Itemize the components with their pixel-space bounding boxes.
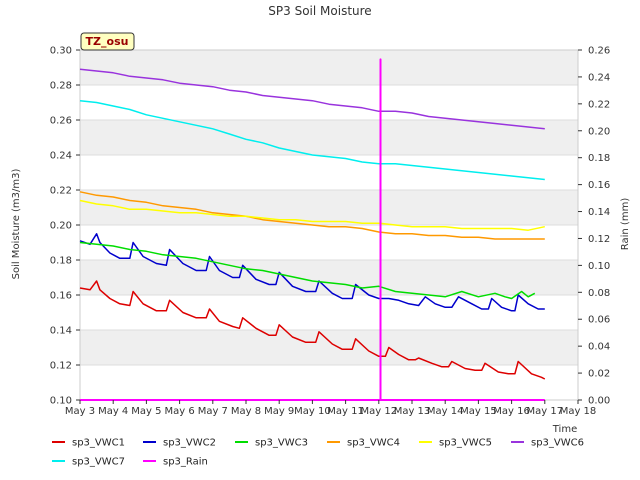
x-axis-label: Time xyxy=(552,424,577,435)
series-line-sp3-vwc5 xyxy=(79,199,545,231)
y2-tick-label: 0.16 xyxy=(588,180,610,191)
y2-tick-label: 0.04 xyxy=(588,342,610,353)
site-badge: TZ_osu xyxy=(80,32,135,51)
y2-tick-label: 0.10 xyxy=(588,261,610,272)
axes-layer: May 3 May 4 May 5 May 6 May 7 May 8 May 9 May 1… xyxy=(50,46,611,418)
x-tick-label: May 9 xyxy=(264,406,294,417)
y2-axis-label: Rain (mm) xyxy=(620,198,631,251)
y-tick-label: 0.18 xyxy=(50,256,72,267)
y-tick-label: 0.14 xyxy=(50,326,72,337)
y-axis-label: Soil Moisture (m3/m3) xyxy=(11,169,22,280)
y2-tick-label: 0.08 xyxy=(588,288,610,299)
legend-label: sp3_VWC2 xyxy=(163,438,216,449)
x-tick-label: May 16 xyxy=(493,406,530,417)
x-tick-label: May 6 xyxy=(164,406,194,417)
y2-tick-label: 0.20 xyxy=(588,126,610,137)
legend-label: sp3_VWC5 xyxy=(439,438,492,449)
y2-tick-label: 0.12 xyxy=(588,234,610,245)
grid-band xyxy=(80,155,578,190)
y-tick-label: 0.12 xyxy=(50,361,72,372)
y2-tick-label: 0.02 xyxy=(588,369,610,380)
y2-tick-label: 0.24 xyxy=(588,72,610,83)
x-tick-label: May 4 xyxy=(98,406,128,417)
grid-band xyxy=(80,85,578,120)
y2-tick-label: 0.00 xyxy=(588,396,610,407)
y-tick-label: 0.30 xyxy=(50,46,72,57)
x-tick-label: May 11 xyxy=(327,406,364,417)
x-tick-label: May 7 xyxy=(198,406,228,417)
grid-band xyxy=(80,295,578,330)
grid-band xyxy=(80,50,578,85)
legend: sp3_VWC1 sp3_VWC2 sp3_VWC3 sp3_VWC4 sp3_VWC5… xyxy=(52,438,584,468)
x-tick-label: May 3 xyxy=(65,406,95,417)
series-layer xyxy=(79,58,546,401)
x-tick-label: May 5 xyxy=(131,406,161,417)
y2-tick-label: 0.14 xyxy=(588,207,610,218)
y-tick-label: 0.22 xyxy=(50,186,72,197)
y-tick-label: 0.28 xyxy=(50,81,72,92)
x-tick-label: May 13 xyxy=(394,406,431,417)
series-line-sp3-vwc3 xyxy=(79,241,536,300)
legend-label: sp3_VWC6 xyxy=(531,438,584,449)
grid-band xyxy=(80,190,578,225)
series-line-sp3-rain xyxy=(80,58,545,401)
legend-label: sp3_VWC3 xyxy=(255,438,308,449)
legend-label: sp3_VWC7 xyxy=(72,457,125,468)
x-tick-label: May 17 xyxy=(527,406,564,417)
series-line-sp3-vwc1 xyxy=(79,280,546,380)
y2-tick-label: 0.18 xyxy=(588,153,610,164)
grid-band xyxy=(80,225,578,260)
site-badge-box xyxy=(80,32,135,51)
series-line-sp3-vwc6 xyxy=(79,68,545,130)
chart-title: SP3 Soil Moisture xyxy=(268,4,371,18)
legend-label: sp3_Rain xyxy=(163,457,208,468)
x-tick-label: May 18 xyxy=(560,406,597,417)
y2-tick-label: 0.26 xyxy=(588,46,610,57)
y-tick-label: 0.10 xyxy=(50,396,72,407)
grid-band xyxy=(80,120,578,155)
series-line-sp3-vwc4 xyxy=(79,191,545,240)
x-tick-label: May 10 xyxy=(294,406,331,417)
grid-band xyxy=(80,330,578,365)
x-tick-label: May 8 xyxy=(231,406,261,417)
grid-bands xyxy=(80,50,578,400)
x-tick-label: May 15 xyxy=(460,406,497,417)
legend-label: sp3_VWC4 xyxy=(347,438,400,449)
y-tick-label: 0.24 xyxy=(50,151,72,162)
x-tick-label: May 14 xyxy=(427,406,464,417)
legend-label: sp3_VWC1 xyxy=(72,438,125,449)
y-tick-label: 0.16 xyxy=(50,291,72,302)
grid-band xyxy=(80,365,578,400)
y-tick-label: 0.26 xyxy=(50,116,72,127)
y-tick-label: 0.20 xyxy=(50,221,72,232)
x-tick-label: May 12 xyxy=(361,406,398,417)
series-line-sp3-vwc7 xyxy=(79,99,545,181)
y2-tick-label: 0.06 xyxy=(588,315,610,326)
site-badge-text: TZ_osu xyxy=(86,35,129,48)
y2-tick-label: 0.22 xyxy=(588,99,610,110)
grid-band xyxy=(80,260,578,295)
